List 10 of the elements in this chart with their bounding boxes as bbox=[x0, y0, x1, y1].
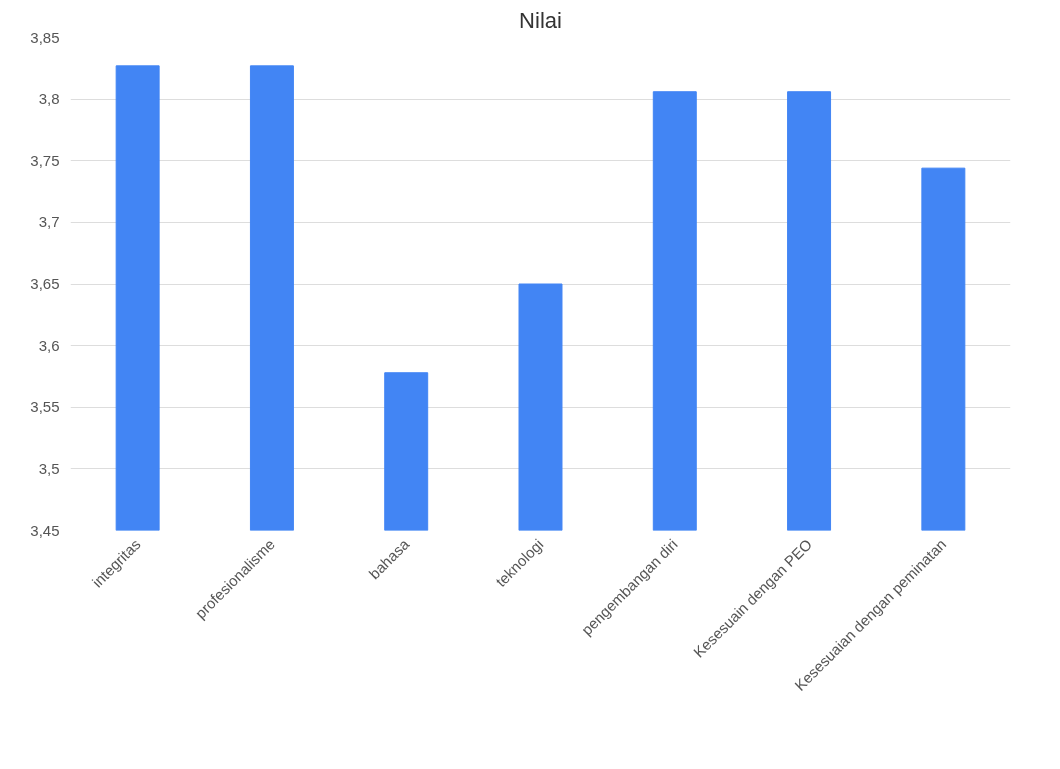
y-tick-label: 3,45 bbox=[30, 521, 60, 539]
y-tick-label: 3,85 bbox=[30, 28, 60, 46]
y-tick-label: 3,8 bbox=[38, 90, 60, 108]
y-tick-label: 3,7 bbox=[38, 213, 60, 231]
chart-title: Nilai bbox=[519, 7, 562, 33]
y-tick-label: 3,75 bbox=[30, 151, 60, 169]
y-tick-label: 3,65 bbox=[30, 275, 60, 292]
y-tick-label: 3,55 bbox=[30, 398, 60, 416]
y-tick-label: 3,5 bbox=[38, 459, 60, 477]
y-tick-label: 3,6 bbox=[38, 336, 60, 354]
